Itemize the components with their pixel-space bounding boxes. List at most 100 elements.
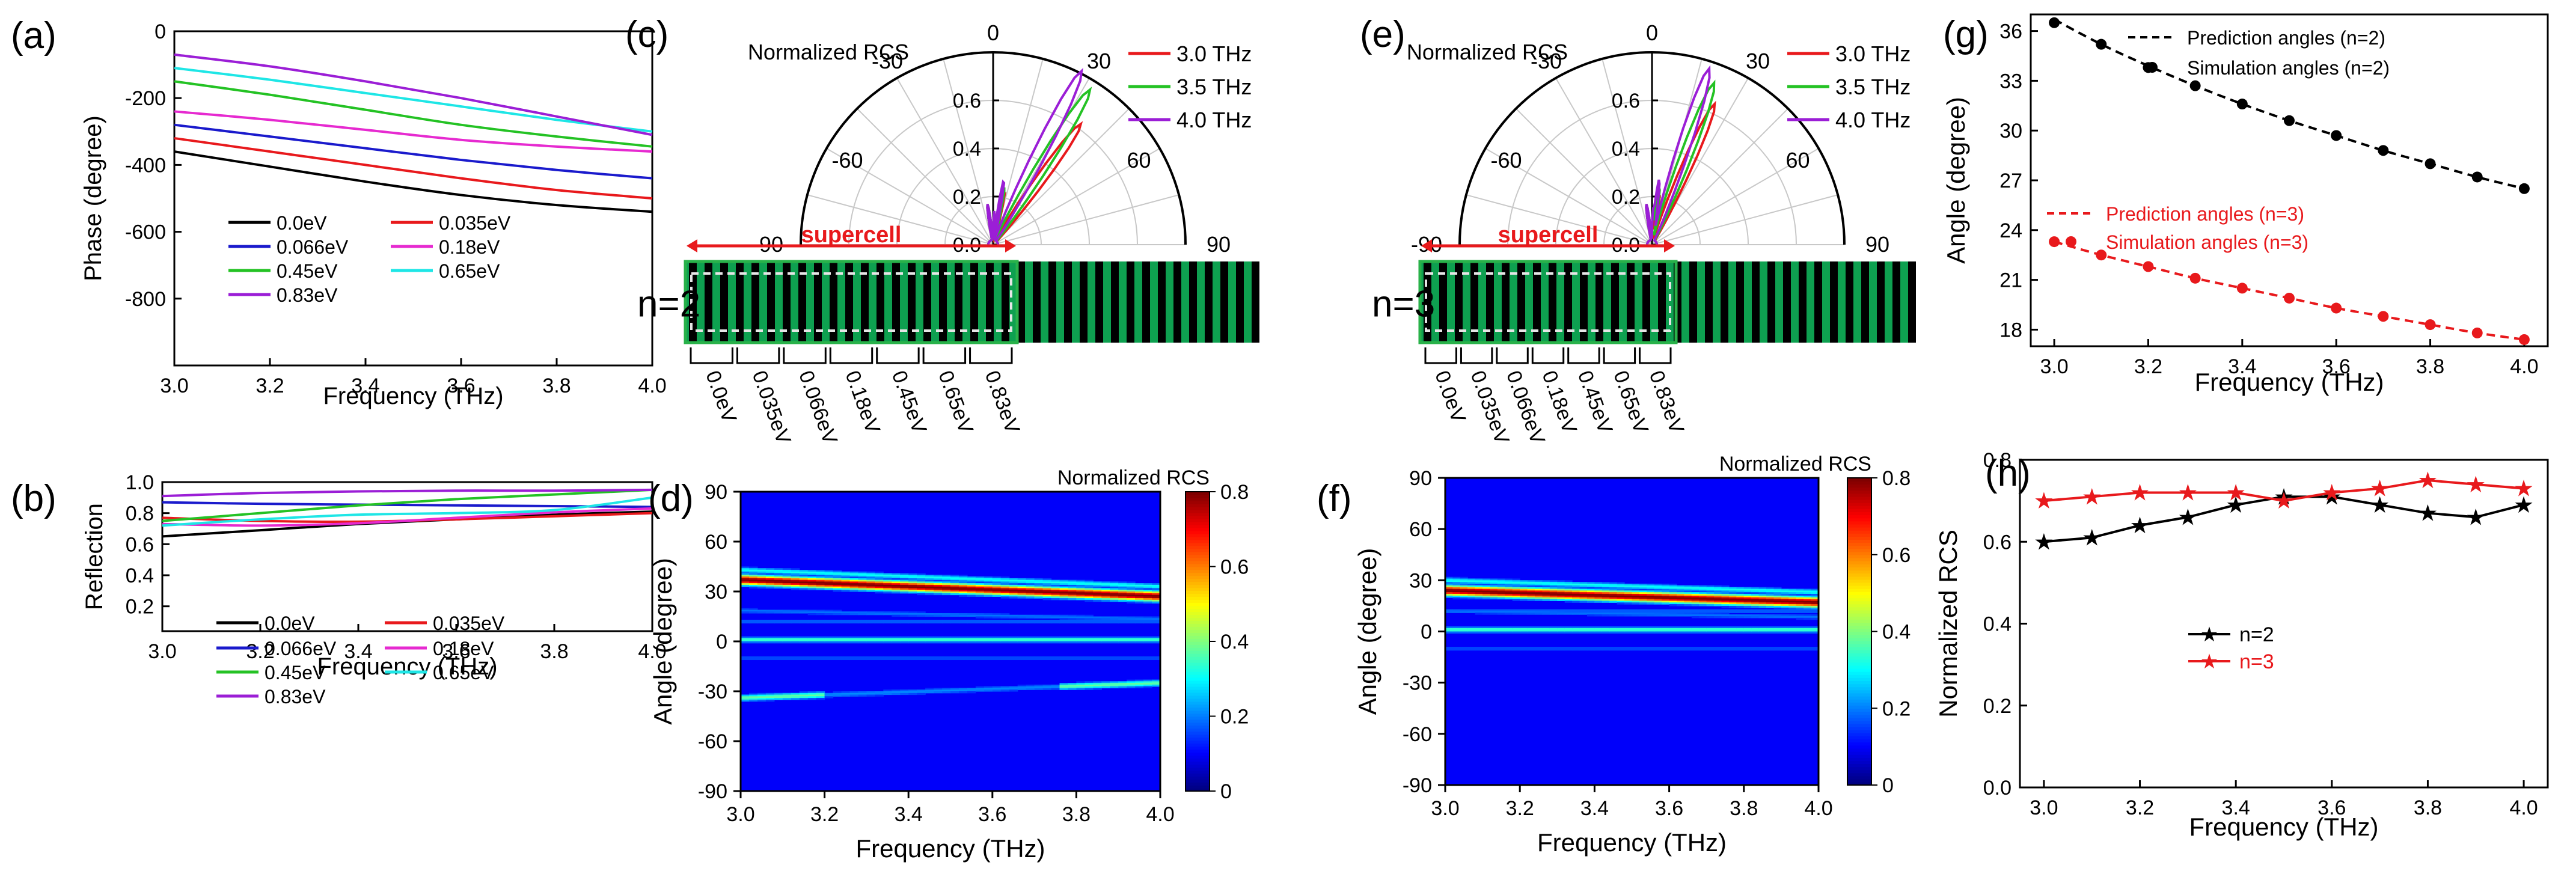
heat-cell xyxy=(1654,613,1662,615)
heat-cell xyxy=(1034,588,1044,590)
heat-cell xyxy=(1512,578,1520,581)
heat-cell xyxy=(1602,648,1610,651)
heat-cell xyxy=(1647,587,1655,590)
heat-cell xyxy=(807,578,817,581)
legend-label: 4.0 THz xyxy=(1176,108,1252,132)
heat-cell xyxy=(934,578,943,581)
colorbar-cell xyxy=(1847,521,1871,525)
heat-cell xyxy=(975,640,985,642)
heat-cell xyxy=(841,692,851,695)
heat-cell xyxy=(1445,576,1454,579)
heat-cell xyxy=(1579,629,1588,632)
x-axis-label: Frequency (THz) xyxy=(2194,368,2384,396)
heat-cell xyxy=(1788,628,1797,631)
heat-cell xyxy=(841,621,851,624)
heat-cell xyxy=(833,692,842,695)
heat-cell xyxy=(1520,584,1528,586)
heat-cell xyxy=(1796,609,1804,612)
strip-bar xyxy=(798,261,806,343)
star-marker: ★ xyxy=(2034,489,2054,514)
heat-cell xyxy=(1572,594,1580,596)
heat-cell xyxy=(1728,595,1737,598)
heat-cell xyxy=(1691,604,1699,607)
heat-cell xyxy=(1758,602,1767,605)
heat-cell xyxy=(1059,588,1069,590)
heat-cell xyxy=(1034,596,1044,599)
heat-cell xyxy=(992,656,1002,659)
heat-cell xyxy=(1804,602,1812,605)
heat-cell xyxy=(1101,658,1110,661)
heat-cell xyxy=(1728,609,1737,612)
heat-cell xyxy=(849,576,859,579)
colorbar-cell xyxy=(1847,524,1871,528)
heat-cell xyxy=(799,610,809,612)
colorbar-cell xyxy=(1186,653,1210,657)
heat-cell xyxy=(1505,585,1513,588)
legend-label: 0.65eV xyxy=(433,662,494,683)
heat-cell xyxy=(1068,584,1077,587)
heat-cell xyxy=(1758,614,1767,617)
heat-cell xyxy=(975,586,985,589)
heat-cell xyxy=(934,584,943,587)
heat-cell xyxy=(1527,609,1535,612)
polar-grid-spoke xyxy=(993,108,1130,245)
heat-cell xyxy=(1068,594,1077,597)
heat-cell xyxy=(1758,629,1767,632)
heat-cell xyxy=(841,611,851,614)
heat-cell xyxy=(1026,593,1035,596)
heat-cell xyxy=(1118,618,1127,620)
heat-cell xyxy=(934,591,943,594)
heat-cell xyxy=(1068,683,1077,685)
heat-cell xyxy=(1617,595,1625,598)
heat-cell xyxy=(1110,640,1119,642)
heat-cell xyxy=(741,636,750,639)
heat-cell xyxy=(984,594,993,597)
heat-cell xyxy=(1059,616,1069,619)
heat-cell xyxy=(774,610,783,612)
heat-cell xyxy=(1000,621,1010,624)
heat-cell xyxy=(1467,585,1476,588)
strip-bar xyxy=(1470,261,1478,343)
heat-cell xyxy=(1557,595,1565,598)
heat-cell xyxy=(1647,614,1655,617)
heat-cell xyxy=(1721,605,1730,608)
legend-label: 3.0 THz xyxy=(1835,41,1911,66)
heat-cell xyxy=(1152,591,1161,594)
heat-cell xyxy=(1796,594,1804,596)
heat-cell xyxy=(1460,587,1468,590)
heat-cell xyxy=(1101,584,1110,587)
heat-cell xyxy=(1586,599,1595,601)
heat-cell xyxy=(1118,583,1127,585)
arrow-head xyxy=(1005,239,1016,252)
heat-cell xyxy=(1017,656,1027,659)
heat-cell xyxy=(748,571,758,574)
heat-cell xyxy=(866,658,875,661)
heat-cell xyxy=(1527,580,1535,582)
heat-cell xyxy=(1101,581,1110,584)
heat-cell xyxy=(950,691,959,694)
heat-cell xyxy=(984,640,993,642)
strip-bar xyxy=(1002,261,1009,343)
heat-cell xyxy=(883,591,892,594)
heat-cell xyxy=(1527,613,1535,615)
colorbar-cell xyxy=(1847,591,1871,595)
strip-bar xyxy=(955,261,962,343)
heat-cell xyxy=(917,636,926,639)
heat-cell xyxy=(883,575,892,577)
heat-cell xyxy=(1068,686,1077,689)
heat-cell xyxy=(950,588,959,590)
heat-cell xyxy=(1549,647,1558,649)
heat-cell xyxy=(934,614,943,617)
heat-cell xyxy=(1728,616,1737,619)
heat-cell xyxy=(816,611,825,614)
heat-cell xyxy=(1624,599,1633,601)
heat-cell xyxy=(975,641,985,644)
heat-cell xyxy=(900,579,909,582)
heat-cell xyxy=(1068,593,1077,596)
heat-cell xyxy=(741,638,750,640)
heat-cell xyxy=(1736,614,1745,617)
heat-cell xyxy=(1093,621,1102,624)
heat-cell xyxy=(1143,590,1152,592)
series-line-1 xyxy=(2043,479,2524,503)
heat-cell xyxy=(1699,590,1707,593)
